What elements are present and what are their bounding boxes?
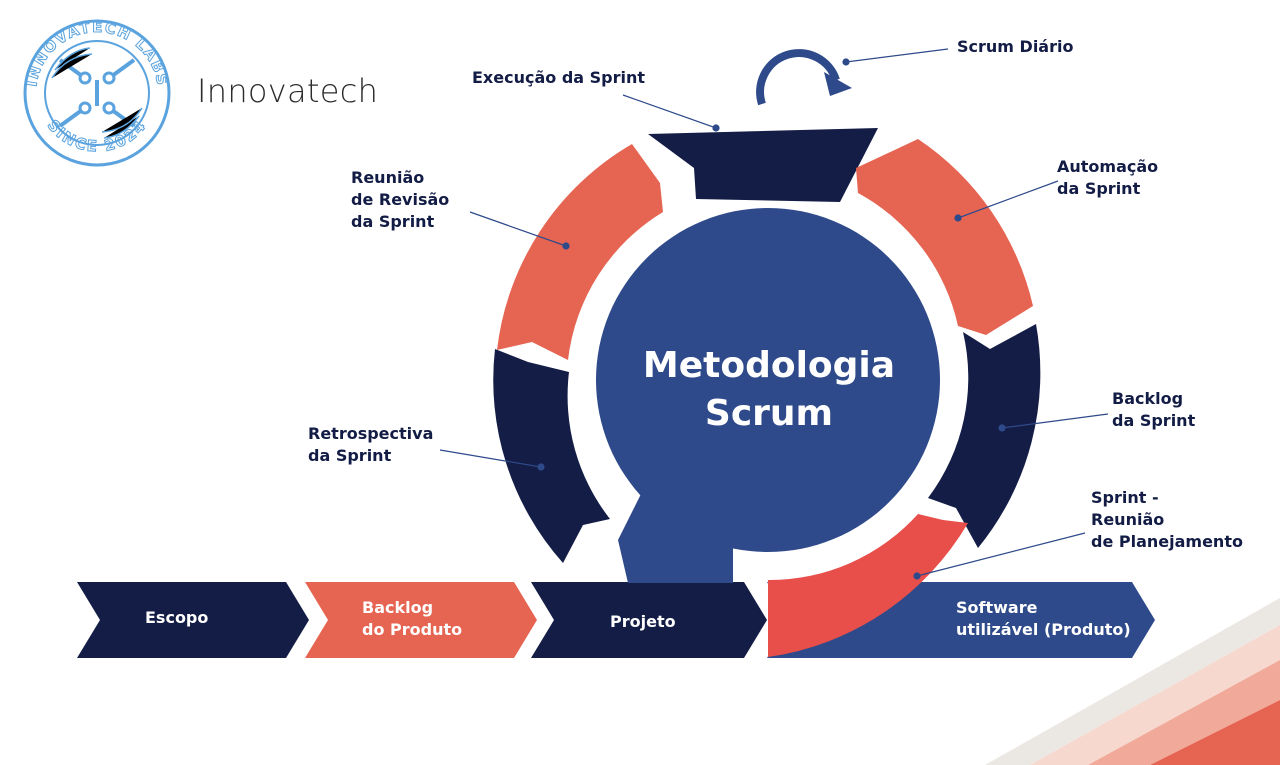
process-step-projeto [531,582,767,658]
label-revisao-sprint: Reunião de Revisão da Sprint [351,168,450,231]
center-disc [596,208,940,552]
label-retrospectiva-sprint: Retrospectiva da Sprint [308,424,434,465]
segment-execucao [648,128,878,202]
brand-name: Innovatech [197,72,379,110]
label-planejamento-sprint: Sprint - Reunião de Planejamento [1091,488,1243,551]
corner-decoration [985,598,1280,765]
segment-automacao [856,139,1033,335]
daily-scrum-loop-icon [756,49,852,106]
label-backlog-sprint: Backlog da Sprint [1112,389,1196,430]
label-automacao-sprint: Automação da Sprint [1057,157,1159,198]
process-step-backlog-produto [305,582,537,658]
sprint-cycle-ring [493,128,1041,657]
label-scrum-diario: Scrum Diário [957,37,1074,56]
segment-backlog-sprint [928,324,1041,548]
label-execucao-sprint: Execução da Sprint [472,68,646,87]
leader-lines [439,48,1109,580]
process-step-backlog-label: Backlog do Produto [362,598,463,639]
process-step-software-label: Software utilizável (Produto) [956,598,1131,639]
segment-planejamento [768,514,968,657]
svg-text:INNOVATECH LABS: INNOVATECH LABS [22,18,171,88]
process-step-escopo [77,582,309,658]
process-step-projeto-label: Projeto [610,612,676,631]
segment-retrospectiva [493,349,610,563]
center-title: Metodologia Scrum [642,345,896,434]
logo-ring-top-text: INNOVATECH LABS [22,17,171,88]
logo-seal: INNOVATECH LABS SINCE 2024 [22,17,171,167]
process-step-escopo-label: Escopo [145,608,209,627]
segment-revisao [497,144,663,360]
